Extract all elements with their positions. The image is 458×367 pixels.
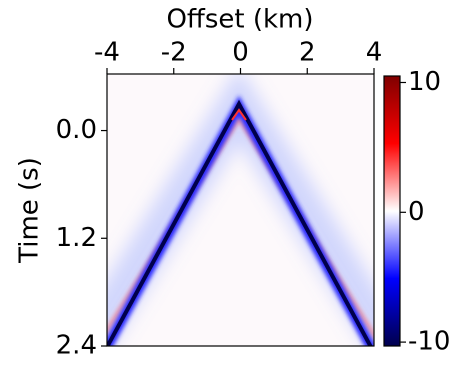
y-tick-label: 2.4 (56, 331, 97, 361)
x-tick-label: 2 (299, 38, 316, 68)
y-axis-label: Time (s) (15, 157, 45, 264)
colorbar (383, 75, 401, 347)
seismic-image (107, 74, 374, 346)
y-tick-label: 1.2 (56, 223, 97, 253)
y-tick-label: 0.0 (56, 115, 97, 145)
x-tick-label: 4 (366, 38, 383, 68)
colorbar-tick-label: 10 (408, 67, 441, 97)
colorbar-tick-label: 0 (408, 197, 425, 227)
x-tick-label: -4 (94, 38, 120, 68)
x-axis-label: Offset (km) (166, 5, 313, 35)
colorbar-tick-label: -10 (408, 327, 450, 357)
x-tick-label: -2 (161, 38, 187, 68)
x-tick-label: 0 (232, 38, 249, 68)
